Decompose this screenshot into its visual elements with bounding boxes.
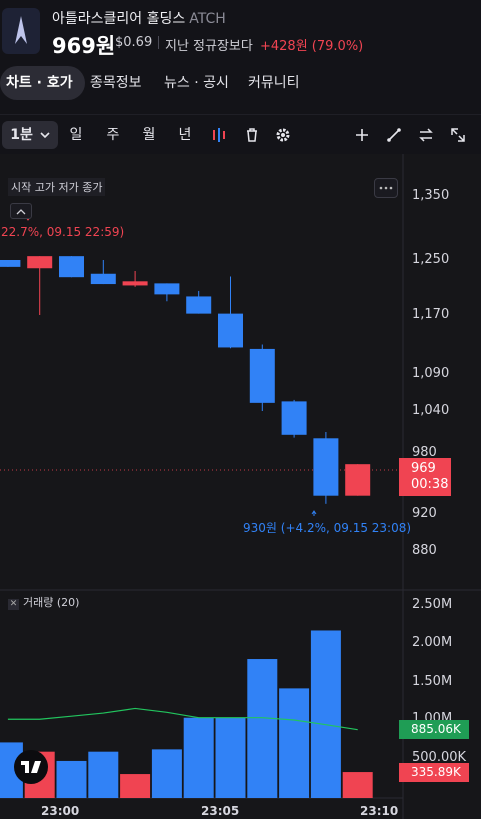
candle-countdown: 00:38 (411, 477, 449, 492)
volume-bar[interactable] (215, 717, 246, 798)
compare-label: 지난 정규장보다 (165, 39, 253, 54)
period-year[interactable]: 년 (178, 127, 192, 143)
candle-body[interactable] (249, 348, 275, 403)
company-name: 아틀라스클리어 홀딩스 (52, 11, 186, 27)
tab-info[interactable]: 종목정보 (90, 75, 142, 91)
candles-layer (0, 256, 371, 504)
company-logo (2, 8, 40, 54)
settings-icon[interactable] (273, 125, 293, 145)
period-day[interactable]: 일 (69, 127, 83, 143)
time-axis-tick: 23:05 (201, 804, 240, 818)
volume-legend-text: 거래량 (20) (23, 596, 80, 609)
interval-label: 1분 (10, 127, 33, 143)
period-month[interactable]: 월 (142, 127, 156, 143)
close-icon[interactable]: ✕ (8, 599, 19, 610)
tab-chart[interactable]: 차트 · 호가 (0, 66, 85, 100)
volume-layer (0, 630, 373, 798)
candle-body[interactable] (59, 256, 84, 278)
volume-ma-tag: 885.06K (399, 720, 469, 739)
divider (158, 36, 159, 49)
price-axis-tick: 1,040 (412, 403, 450, 418)
price-change: +428원 (79.0%) (260, 39, 364, 54)
candle-body[interactable] (186, 296, 212, 314)
candle-body[interactable] (0, 260, 21, 267)
candle-body[interactable] (27, 256, 53, 269)
more-dots-icon (379, 186, 393, 190)
volume-axis-tick: 2.00M (412, 635, 453, 650)
tradingview-icon (21, 761, 41, 773)
volume-axis-tick: 500.00K (412, 750, 467, 765)
trash-icon[interactable] (242, 125, 262, 145)
volume-bar[interactable] (183, 717, 214, 798)
chevron-up-icon (16, 209, 26, 215)
time-axis-tick: 23:10 (360, 804, 399, 818)
tab-news[interactable]: 뉴스 · 공시 (164, 75, 229, 91)
candle-body[interactable] (90, 273, 116, 285)
ohlc-legend: 시작 고가 저가 종가 (8, 178, 106, 196)
volume-bar[interactable] (279, 688, 310, 798)
chevron-down-icon (40, 132, 50, 139)
volume-axis-tick: 1.50M (412, 674, 453, 689)
period-week[interactable]: 주 (106, 127, 120, 143)
candle-body[interactable] (154, 283, 180, 295)
price-axis-tick: 1,090 (412, 366, 450, 381)
draw-line-icon[interactable] (384, 125, 404, 145)
volume-legend: ✕ 거래량 (20) (8, 594, 79, 610)
volume-bar[interactable] (56, 760, 87, 798)
interval-select[interactable]: 1분 (2, 121, 58, 149)
low-price-annotation: 930원 (+4.2%, 09.15 23:08) (243, 521, 412, 535)
indicator-icon[interactable] (209, 125, 229, 145)
volume-bar[interactable] (151, 749, 182, 798)
ticker-symbol: ATCH (189, 11, 226, 27)
volume-bar[interactable] (342, 772, 373, 798)
plus-icon[interactable] (352, 125, 372, 145)
chart-more-button[interactable] (374, 178, 398, 198)
usd-price: $0.69 (115, 35, 153, 50)
candle-body[interactable] (218, 313, 243, 348)
price-axis-tick: 980 (412, 445, 437, 460)
low-marker-arrow (311, 510, 317, 516)
candle-body[interactable] (122, 281, 148, 286)
price-axis-tick: 880 (412, 543, 437, 558)
candle-body[interactable] (281, 401, 307, 435)
current-price: 969원 (52, 34, 116, 58)
time-axis-tick: 23:00 (41, 804, 80, 818)
price-axis-tick: 920 (412, 506, 437, 521)
volume-bar[interactable] (247, 659, 278, 798)
volume-ma-line (7, 707, 358, 731)
volume-bar[interactable] (120, 774, 151, 798)
tradingview-logo[interactable] (14, 750, 48, 784)
high-price-annotation: 22.7%, 09.15 22:59) (1, 225, 125, 239)
price-axis-tick: 1,250 (412, 252, 450, 267)
volume-axis-tick: 2.50M (412, 597, 453, 612)
price-axis-tick: 1,170 (412, 307, 450, 322)
current-price-tag: 969 00:38 (399, 458, 451, 496)
stock-header: 아틀라스클리어 홀딩스 ATCH 969원 $0.69 지난 정규장보다 +428… (0, 0, 481, 60)
candle-body[interactable] (345, 464, 371, 496)
stock-name: 아틀라스클리어 홀딩스 ATCH (52, 8, 226, 28)
volume-bar[interactable] (310, 630, 341, 798)
main-tabs: 차트 · 호가 종목정보 뉴스 · 공시 커뮤니티 (0, 66, 481, 102)
volume-bar[interactable] (88, 751, 119, 798)
chart-toolbar: 1분 일 주 월 년 (0, 114, 481, 154)
swap-icon[interactable] (416, 125, 436, 145)
current-price-value: 969 (411, 461, 436, 476)
price-axis-tick: 1,350 (412, 188, 450, 203)
volume-current-tag: 335.89K (399, 763, 469, 782)
collapse-legend-button[interactable] (10, 203, 32, 219)
tab-community[interactable]: 커뮤니티 (248, 75, 300, 91)
price-chart[interactable]: 시작 고가 저가 종가 22.7%, 09.15 22:59) 930원 (+4… (0, 154, 481, 819)
candle-body[interactable] (313, 438, 339, 496)
fullscreen-icon[interactable] (448, 125, 468, 145)
